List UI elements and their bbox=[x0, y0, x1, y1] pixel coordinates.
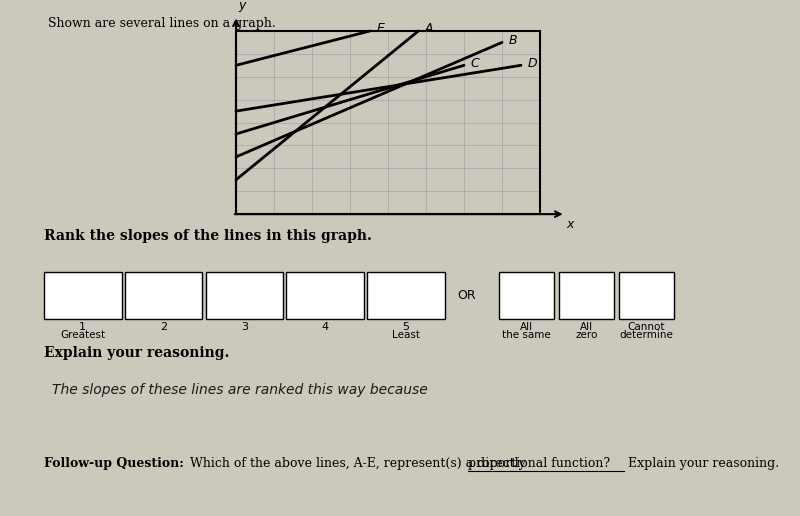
Text: Least: Least bbox=[392, 330, 420, 340]
Text: OR: OR bbox=[458, 289, 476, 302]
Bar bbox=[44, 272, 122, 319]
Text: Explain your reasoning.: Explain your reasoning. bbox=[44, 346, 230, 360]
Text: Greatest: Greatest bbox=[60, 330, 106, 340]
Text: Follow-up Question:: Follow-up Question: bbox=[44, 457, 184, 470]
Text: 3: 3 bbox=[241, 322, 248, 332]
Text: Explain your reasoning.: Explain your reasoning. bbox=[624, 457, 779, 470]
Text: Which of the above lines, A-E, represent(s) a directly: Which of the above lines, A-E, represent… bbox=[186, 457, 530, 470]
Text: 4: 4 bbox=[322, 322, 329, 332]
Text: x: x bbox=[566, 218, 574, 231]
Text: All: All bbox=[580, 322, 593, 332]
Text: A: A bbox=[425, 22, 434, 36]
Bar bbox=[236, 31, 540, 214]
Bar bbox=[286, 272, 364, 319]
Bar bbox=[206, 272, 283, 319]
Bar bbox=[559, 272, 614, 319]
Text: determine: determine bbox=[619, 330, 674, 340]
Bar bbox=[499, 272, 554, 319]
Text: 5: 5 bbox=[402, 322, 410, 332]
Bar bbox=[367, 272, 445, 319]
Text: Rank the slopes of the lines in this graph.: Rank the slopes of the lines in this gra… bbox=[44, 229, 372, 243]
Text: The slopes of these lines are ranked this way because: The slopes of these lines are ranked thi… bbox=[52, 383, 428, 397]
Text: C: C bbox=[470, 57, 479, 70]
Text: Shown are several lines on a graph.: Shown are several lines on a graph. bbox=[48, 17, 276, 29]
Text: B: B bbox=[509, 34, 517, 47]
Text: zero: zero bbox=[575, 330, 598, 340]
Bar bbox=[125, 272, 202, 319]
Text: D: D bbox=[527, 57, 537, 70]
Text: All: All bbox=[520, 322, 533, 332]
Bar bbox=[619, 272, 674, 319]
Text: Cannot: Cannot bbox=[628, 322, 665, 332]
Text: y: y bbox=[238, 0, 246, 12]
Text: proportional function?: proportional function? bbox=[468, 457, 610, 470]
Text: 1: 1 bbox=[79, 322, 86, 332]
Text: the same: the same bbox=[502, 330, 550, 340]
Text: 2: 2 bbox=[160, 322, 167, 332]
Text: E: E bbox=[377, 22, 384, 36]
